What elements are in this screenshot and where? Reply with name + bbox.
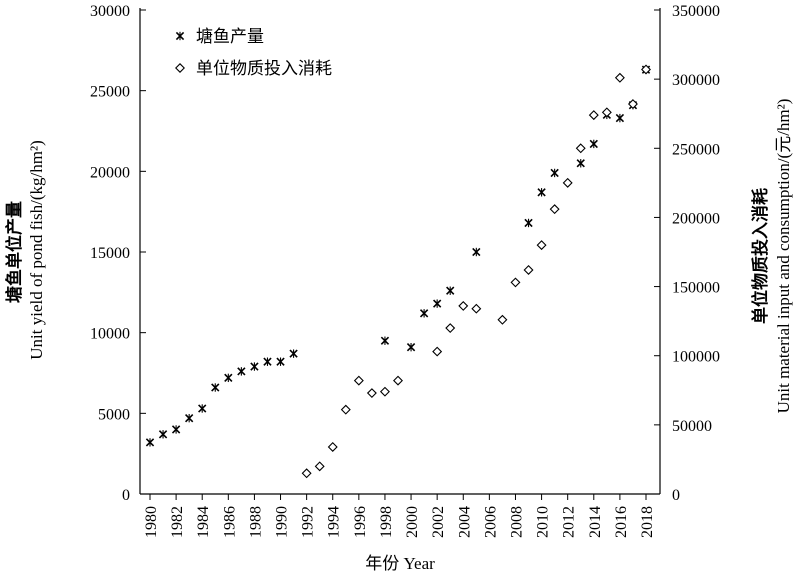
legend-marker-pond-fish-yield bbox=[175, 31, 185, 41]
x-axis-tick-label: 2014 bbox=[587, 506, 604, 538]
right-axis-tick-label: 50000 bbox=[672, 418, 712, 435]
left-axis-title-cn: 塘鱼单位产量 bbox=[4, 201, 24, 303]
data-point-pond-fish-yield bbox=[198, 404, 207, 413]
data-point-pond-fish-yield bbox=[576, 159, 585, 168]
x-axis-tick-label: 2018 bbox=[639, 506, 656, 538]
x-axis-tick-label: 1986 bbox=[221, 506, 238, 538]
right-axis-tick-label: 200000 bbox=[672, 210, 720, 227]
data-point-material-input bbox=[627, 99, 638, 110]
legend-label-pond-fish-yield: 塘鱼产量 bbox=[196, 27, 264, 47]
data-point-material-input bbox=[562, 177, 573, 188]
x-axis-tick-label: 1982 bbox=[169, 506, 186, 538]
left-axis-tick-label: 5000 bbox=[98, 406, 130, 423]
data-point-material-input bbox=[432, 346, 443, 357]
data-point-material-input bbox=[301, 468, 312, 479]
data-point-material-input bbox=[366, 388, 377, 399]
x-axis-tick-label: 2016 bbox=[613, 506, 630, 538]
right-axis-tick-label: 150000 bbox=[672, 280, 720, 297]
right-axis-tick-label: 300000 bbox=[672, 72, 720, 89]
x-axis-tick-label: 2000 bbox=[404, 506, 421, 538]
data-point-pond-fish-yield bbox=[171, 425, 181, 434]
data-point-material-input bbox=[314, 461, 325, 472]
data-point-pond-fish-yield bbox=[158, 430, 168, 439]
x-axis-tick-label: 2006 bbox=[482, 506, 499, 538]
left-axis-tick-label: 25000 bbox=[90, 84, 130, 101]
right-axis-tick-label: 0 bbox=[672, 487, 680, 504]
data-point-pond-fish-yield bbox=[145, 438, 155, 447]
data-point-material-input bbox=[327, 442, 338, 452]
data-point-material-input bbox=[353, 375, 364, 386]
data-point-pond-fish-yield bbox=[472, 247, 481, 257]
data-point-pond-fish-yield bbox=[184, 413, 194, 423]
data-point-material-input bbox=[497, 314, 508, 325]
x-axis-tick-label: 1984 bbox=[195, 506, 212, 538]
x-axis-tick-label: 1988 bbox=[247, 506, 264, 538]
legend-label-material-input: 单位物质投入消耗 bbox=[196, 59, 332, 79]
data-point-pond-fish-yield bbox=[276, 357, 285, 366]
left-axis-tick-label: 15000 bbox=[90, 245, 130, 262]
right-axis-title-en: Unit material input and consumption/(元/h… bbox=[774, 99, 793, 414]
legend-x-marker bbox=[175, 31, 185, 41]
data-point-pond-fish-yield bbox=[263, 357, 272, 366]
data-point-material-input bbox=[641, 64, 651, 75]
x-axis-tick-label: 1992 bbox=[300, 506, 317, 538]
data-point-material-input bbox=[601, 107, 612, 118]
data-point-pond-fish-yield bbox=[537, 188, 546, 197]
x-axis-tick-label: 1998 bbox=[378, 506, 395, 538]
data-point-pond-fish-yield bbox=[224, 373, 233, 383]
data-point-pond-fish-yield bbox=[524, 218, 533, 228]
x-axis-tick-label: 1994 bbox=[326, 506, 343, 538]
data-point-material-input bbox=[393, 375, 403, 386]
left-axis-title-en: Unit yield of pond fish/(kg/hm²) bbox=[27, 140, 46, 359]
left-axis-tick-label: 0 bbox=[122, 487, 130, 504]
data-point-pond-fish-yield bbox=[419, 309, 429, 318]
right-axis-title-cn: 单位物质投入消耗 bbox=[750, 188, 770, 324]
data-point-material-input bbox=[588, 110, 599, 121]
x-axis-tick-label: 2012 bbox=[561, 506, 578, 538]
data-point-material-input bbox=[458, 300, 469, 311]
data-point-pond-fish-yield bbox=[289, 349, 298, 358]
data-point-material-input bbox=[614, 72, 625, 83]
x-axis-tick-label: 2008 bbox=[508, 506, 525, 538]
data-point-pond-fish-yield bbox=[211, 383, 220, 392]
data-point-pond-fish-yield bbox=[550, 168, 559, 178]
left-axis-tick-label: 10000 bbox=[90, 326, 130, 343]
x-axis-title: 年份 Year bbox=[365, 554, 435, 573]
data-point-pond-fish-yield bbox=[406, 342, 416, 352]
data-point-pond-fish-yield bbox=[432, 299, 442, 308]
x-axis-tick-label: 2010 bbox=[535, 506, 552, 538]
right-axis-tick-label: 250000 bbox=[672, 141, 720, 158]
data-point-pond-fish-yield bbox=[237, 367, 246, 376]
data-point-material-input bbox=[575, 143, 586, 154]
data-point-material-input bbox=[471, 303, 482, 314]
right-axis-tick-label: 100000 bbox=[672, 349, 720, 366]
x-axis-tick-label: 1990 bbox=[274, 506, 291, 538]
x-axis-tick-label: 1996 bbox=[352, 506, 369, 538]
x-axis-tick-label: 2004 bbox=[456, 506, 473, 538]
left-axis-tick-label: 30000 bbox=[90, 3, 130, 20]
data-point-material-input bbox=[340, 404, 351, 415]
left-axis-tick-label: 20000 bbox=[90, 164, 130, 181]
data-point-material-input bbox=[523, 264, 534, 275]
data-point-pond-fish-yield bbox=[250, 362, 259, 371]
right-axis-tick-label: 350000 bbox=[672, 3, 720, 20]
x-axis-tick-label: 2002 bbox=[430, 506, 447, 538]
data-point-pond-fish-yield bbox=[589, 139, 598, 149]
data-point-pond-fish-yield bbox=[380, 336, 390, 345]
data-point-material-input bbox=[510, 277, 521, 288]
data-point-material-input bbox=[549, 204, 560, 215]
data-point-material-input bbox=[379, 386, 390, 397]
x-axis-tick-label: 1980 bbox=[143, 506, 160, 538]
data-point-material-input bbox=[536, 240, 547, 251]
data-point-pond-fish-yield bbox=[615, 113, 625, 123]
legend-diamond-marker bbox=[175, 63, 185, 73]
data-point-material-input bbox=[445, 323, 456, 334]
legend: 塘鱼产量 单位物质投入消耗 bbox=[175, 27, 332, 79]
legend-marker-material-input bbox=[175, 63, 185, 73]
data-point-pond-fish-yield bbox=[446, 286, 455, 295]
